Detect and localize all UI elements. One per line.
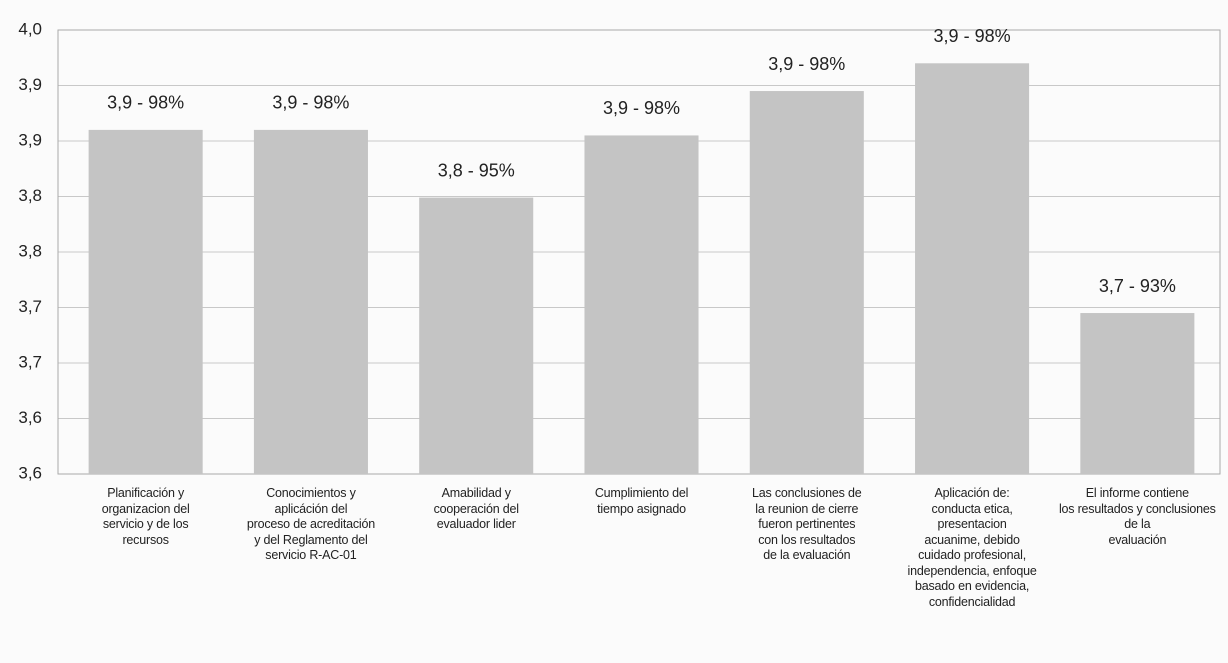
- y-tick-label: 3,8: [18, 241, 42, 260]
- data-label: 3,9 - 98%: [768, 54, 845, 74]
- y-tick-label: 3,9: [18, 130, 42, 149]
- bar: [584, 135, 699, 474]
- bar: [253, 129, 368, 474]
- data-label: 3,8 - 95%: [438, 160, 515, 180]
- x-tick-label: Las conclusiones de la reunion de cierre…: [752, 486, 862, 562]
- bar: [915, 63, 1030, 475]
- bar: [749, 91, 864, 475]
- y-tick-label: 3,7: [18, 297, 42, 316]
- x-tick-label: El informe contiene los resultados y con…: [1058, 486, 1216, 547]
- x-tick-label: Aplicación de: conducta etica, presentac…: [907, 486, 1037, 609]
- bar: [1080, 313, 1195, 474]
- y-tick-label: 3,6: [18, 463, 42, 482]
- data-label: 3,9 - 98%: [107, 93, 184, 113]
- y-tick-label: 3,6: [18, 408, 42, 427]
- x-tick-label: Conocimientos y aplicáción del proceso d…: [246, 486, 375, 562]
- data-label: 3,9 - 98%: [272, 93, 349, 113]
- x-tick-label: Planificación y organizacion del servici…: [101, 486, 190, 547]
- y-tick-label: 3,9: [18, 75, 42, 94]
- data-label: 3,9 - 98%: [934, 26, 1011, 46]
- data-label: 3,7 - 93%: [1099, 276, 1176, 296]
- y-tick-label: 3,7: [18, 352, 42, 371]
- bar: [88, 129, 203, 474]
- x-tick-label: Cumplimiento del tiempo asignado: [594, 486, 689, 516]
- x-tick-label: Amabilidad y cooperación del evaluador l…: [433, 486, 519, 531]
- y-tick-label: 3,8: [18, 186, 42, 205]
- bar: [419, 197, 534, 475]
- data-label: 3,9 - 98%: [603, 98, 680, 118]
- y-tick-label: 4,0: [18, 19, 42, 38]
